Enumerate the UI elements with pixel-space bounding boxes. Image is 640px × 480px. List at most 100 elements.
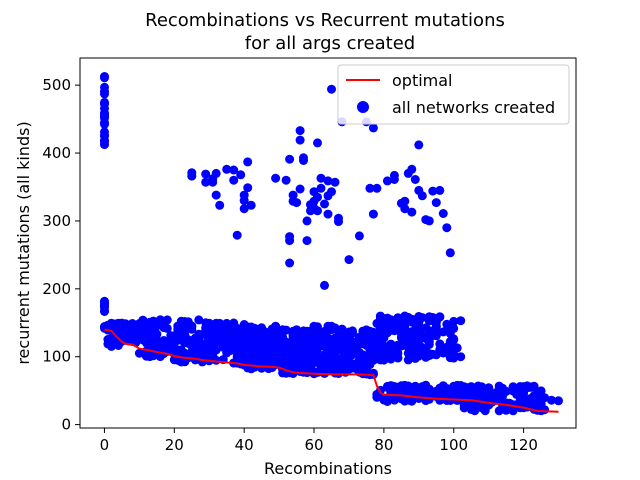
scatter-point xyxy=(536,394,546,404)
legend-networks-marker xyxy=(357,101,369,113)
scatter-point xyxy=(162,323,172,333)
scatter-point xyxy=(361,360,371,370)
scatter-point xyxy=(358,329,368,339)
scatter-point xyxy=(435,185,445,195)
scatter-point xyxy=(470,384,480,394)
scatter-point xyxy=(372,342,382,351)
scatter-point xyxy=(281,348,291,358)
scatter-point xyxy=(162,315,172,325)
scatter-point xyxy=(410,353,420,363)
scatter-point xyxy=(271,173,281,183)
scatter-point xyxy=(145,320,155,330)
scatter-point xyxy=(243,157,253,167)
scatter-point xyxy=(246,353,256,363)
scatter-point xyxy=(375,327,385,337)
scatter-point xyxy=(421,352,431,362)
scatter-point xyxy=(480,391,490,401)
optimal-line xyxy=(104,328,559,413)
scatter-point xyxy=(354,355,364,365)
scatter-point xyxy=(229,336,239,346)
scatter-point xyxy=(424,216,434,226)
scatter-point xyxy=(148,340,158,350)
scatter-point xyxy=(452,343,462,353)
scatter-point xyxy=(316,183,326,193)
scatter-point xyxy=(309,346,319,356)
scatter-point xyxy=(435,312,445,322)
scatter-point xyxy=(100,73,109,83)
scatter-point xyxy=(313,138,322,148)
scatter-point xyxy=(431,331,441,341)
legend-networks-label: all networks created xyxy=(392,98,555,117)
scatter-point xyxy=(410,315,420,325)
scatter-point xyxy=(417,324,427,334)
scatter-point xyxy=(414,388,424,398)
scatter-point xyxy=(323,333,333,343)
scatter-point xyxy=(501,386,511,396)
scatter-point xyxy=(292,326,302,336)
scatter-point xyxy=(183,317,193,327)
scatter-point xyxy=(431,321,441,331)
scatter-point xyxy=(344,364,354,374)
scatter-point xyxy=(554,396,563,406)
scatter-point xyxy=(323,176,333,186)
chart-title: Recombinations vs Recurrent mutations xyxy=(145,10,505,31)
x-axis-label: Recombinations xyxy=(264,459,392,478)
scatter-point xyxy=(211,190,221,200)
scatter-point xyxy=(428,313,438,322)
scatter-point xyxy=(400,204,410,214)
scatter-point xyxy=(386,325,396,335)
scatter-point xyxy=(134,327,144,337)
scatter-point xyxy=(372,183,382,193)
x-tick-label: 80 xyxy=(374,436,393,454)
scatter-point xyxy=(100,307,109,316)
scatter-point xyxy=(295,135,305,145)
scatter-point xyxy=(285,154,295,164)
scatter-point xyxy=(292,198,302,208)
scatter-point xyxy=(382,176,392,186)
scatter-point xyxy=(435,344,445,354)
scatter-point xyxy=(250,325,260,335)
scatter-point xyxy=(327,359,336,369)
scatter-point xyxy=(155,352,165,362)
scatter-point xyxy=(320,199,329,209)
scatter-point xyxy=(459,382,469,392)
scatter-point xyxy=(138,315,148,325)
scatter-point xyxy=(239,196,249,206)
y-tick-label: 300 xyxy=(42,212,71,230)
scatter-point xyxy=(295,334,305,344)
scatter-point xyxy=(431,389,441,399)
scatter-point xyxy=(197,343,207,352)
x-tick-label: 20 xyxy=(165,436,184,454)
scatter-point xyxy=(100,127,109,137)
scatter-point xyxy=(456,352,466,362)
legend: optimal all networks created xyxy=(337,64,570,125)
scatter-point xyxy=(354,231,364,241)
scatter-point xyxy=(417,191,427,201)
legend-box xyxy=(337,64,570,125)
scatter-point xyxy=(414,344,424,354)
scatter-point xyxy=(459,403,469,413)
x-tick-label: 60 xyxy=(304,436,323,454)
scatter-point xyxy=(257,327,267,337)
scatter-point xyxy=(344,255,354,265)
scatter-point xyxy=(547,395,556,405)
scatter-point xyxy=(442,344,452,354)
scatter-point xyxy=(316,333,326,343)
scatter-point xyxy=(302,326,312,336)
x-tick-label: 40 xyxy=(235,436,254,454)
scatter-point xyxy=(274,356,284,366)
y-tick-label: 0 xyxy=(61,416,71,434)
scatter-point xyxy=(327,84,336,94)
scatter-point xyxy=(400,329,410,339)
scatter-point xyxy=(323,209,333,219)
scatter-point xyxy=(320,280,329,290)
scatter-point xyxy=(155,317,165,327)
scatter-point xyxy=(484,384,494,394)
scatter-point xyxy=(232,230,242,240)
scatter-point xyxy=(313,206,322,216)
scatter-point xyxy=(442,326,452,336)
scatter-point xyxy=(285,258,295,268)
x-tick-label: 120 xyxy=(509,436,538,454)
scatter-point xyxy=(400,313,410,323)
scatter-point xyxy=(194,315,204,325)
